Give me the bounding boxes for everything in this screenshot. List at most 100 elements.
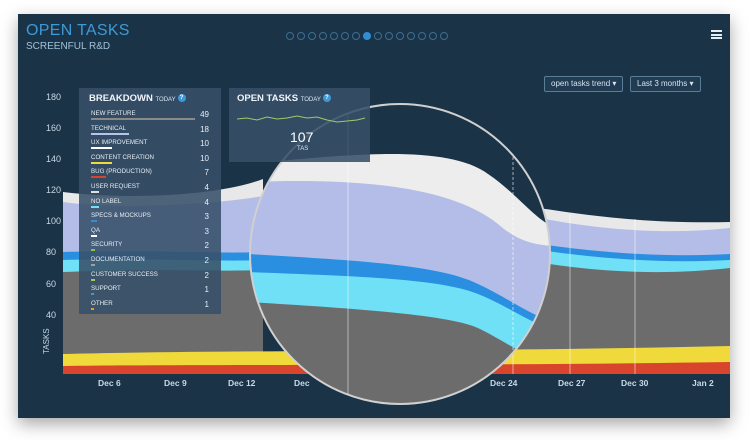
open-tasks-title: OPEN TASKS TODAY? (237, 93, 331, 104)
breakdown-title: BREAKDOWN TODAY? (89, 93, 186, 104)
breakdown-label: QA (91, 226, 100, 234)
breakdown-bar (91, 293, 94, 296)
breakdown-row[interactable]: SECURITY 2 (91, 241, 209, 253)
page-subtitle: SCREENFUL R&D (26, 41, 111, 52)
hamburger-menu-icon[interactable] (711, 30, 722, 39)
breakdown-bar (91, 205, 100, 208)
breakdown-value: 2 (204, 241, 209, 251)
breakdown-bar (91, 220, 98, 223)
open-tasks-count: 107 (290, 129, 314, 145)
breakdown-value: 2 (204, 270, 209, 280)
breakdown-row[interactable]: TECHNICAL 18 (91, 125, 209, 137)
breakdown-value: 18 (200, 124, 209, 134)
breakdown-label: SUPPORT (91, 285, 121, 293)
pagination-dot[interactable] (429, 32, 437, 40)
breakdown-row[interactable]: OTHER 1 (91, 300, 209, 312)
pagination-dots (286, 32, 448, 40)
pagination-dot[interactable] (363, 32, 371, 40)
x-tick: Jan 2 (692, 378, 714, 388)
y-axis-label: TASKS (42, 328, 51, 354)
pagination-dot[interactable] (341, 32, 349, 40)
breakdown-row[interactable]: SUPPORT 1 (91, 285, 209, 297)
pagination-dot[interactable] (374, 32, 382, 40)
breakdown-value: 10 (200, 153, 209, 163)
x-tick: Dec 9 (164, 378, 187, 388)
breakdown-bar (91, 191, 100, 193)
breakdown-bar (91, 249, 96, 252)
pagination-dot[interactable] (385, 32, 393, 40)
breakdown-label: USER REQUEST (91, 183, 140, 190)
page-title: OPEN TASKS (26, 22, 130, 39)
trend-dropdown[interactable]: open tasks trend ▾ (544, 76, 624, 92)
breakdown-row[interactable]: USER REQUEST 4 (91, 183, 209, 195)
breakdown-value: 49 (200, 110, 209, 119)
breakdown-row[interactable]: CUSTOMER SUCCESS 2 (91, 271, 209, 283)
breakdown-label: BUG (PRODUCTION) (91, 168, 152, 176)
breakdown-label: DOCUMENTATION (91, 256, 145, 263)
breakdown-bar (91, 118, 195, 120)
breakdown-label: CUSTOMER SUCCESS (91, 270, 158, 278)
x-tick: Dec 12 (228, 378, 256, 388)
breakdown-value: 7 (204, 168, 209, 178)
breakdown-value: 4 (204, 197, 209, 207)
breakdown-bar (91, 132, 130, 135)
date-range-dropdown[interactable]: Last 3 months ▾ (630, 76, 701, 92)
pagination-dot[interactable] (308, 32, 316, 40)
y-tick: 60 (46, 279, 57, 289)
open-tasks-panel: OPEN TASKS TODAY? 107 TAS (229, 88, 370, 162)
x-tick: Dec 24 (490, 378, 518, 388)
y-tick: 180 (46, 92, 62, 102)
breakdown-value: 1 (204, 299, 209, 309)
breakdown-row[interactable]: SPECS & MOCKUPS 3 (91, 212, 209, 224)
breakdown-value: 4 (204, 183, 209, 192)
breakdown-row[interactable]: DOCUMENTATION 2 (91, 256, 209, 268)
breakdown-value: 3 (204, 212, 209, 222)
help-icon[interactable]: ? (322, 94, 331, 103)
pagination-dot[interactable] (286, 32, 294, 40)
breakdown-value: 10 (200, 139, 209, 149)
help-icon[interactable]: ? (177, 94, 186, 103)
breakdown-row[interactable]: QA 3 (91, 227, 209, 239)
pagination-dot[interactable] (396, 32, 404, 40)
breakdown-label: UX IMPROVEMENT (91, 139, 148, 147)
dashboard-window: OPEN TASKS SCREENFUL R&D open tasks tren… (18, 14, 730, 418)
breakdown-label: NO LABEL (91, 197, 122, 205)
y-tick: 40 (46, 310, 57, 320)
breakdown-bar (91, 234, 98, 237)
breakdown-bar (91, 176, 106, 179)
pagination-dot[interactable] (330, 32, 338, 40)
breakdown-value: 3 (204, 226, 209, 236)
pagination-dot[interactable] (319, 32, 327, 40)
breakdown-row[interactable]: NO LABEL 4 (91, 198, 209, 210)
x-tick: Dec (294, 378, 310, 388)
pagination-dot[interactable] (352, 32, 360, 40)
breakdown-label: OTHER (91, 299, 113, 307)
breakdown-row[interactable]: BUG (PRODUCTION) 7 (91, 168, 209, 180)
breakdown-row[interactable]: NEW FEATURE 49 (91, 110, 209, 122)
breakdown-bar (91, 161, 112, 164)
breakdown-label: NEW FEATURE (91, 110, 136, 117)
pagination-dot[interactable] (418, 32, 426, 40)
breakdown-bar (91, 147, 112, 150)
breakdown-bar (91, 307, 94, 310)
y-tick: 140 (46, 154, 62, 164)
breakdown-label: SPECS & MOCKUPS (91, 212, 151, 220)
breakdown-bar (91, 278, 96, 281)
breakdown-row[interactable]: UX IMPROVEMENT 10 (91, 139, 209, 151)
y-tick: 100 (46, 216, 62, 226)
x-tick: Dec 30 (621, 378, 649, 388)
sparkline (237, 115, 365, 123)
pagination-dot[interactable] (407, 32, 415, 40)
pagination-dot[interactable] (297, 32, 305, 40)
breakdown-panel: BREAKDOWN TODAY? NEW FEATURE 49 TECHNICAL 1… (79, 88, 221, 314)
pagination-dot[interactable] (440, 32, 448, 40)
y-tick: 120 (46, 185, 62, 195)
breakdown-label: TECHNICAL (91, 124, 127, 132)
breakdown-value: 1 (204, 285, 209, 295)
x-tick: Dec 27 (558, 378, 586, 388)
open-tasks-caption: TAS (297, 146, 309, 152)
breakdown-bar (91, 264, 96, 266)
breakdown-row[interactable]: CONTENT CREATION 10 (91, 154, 209, 166)
stacked-area-chart (63, 103, 730, 405)
breakdown-value: 2 (204, 256, 209, 265)
